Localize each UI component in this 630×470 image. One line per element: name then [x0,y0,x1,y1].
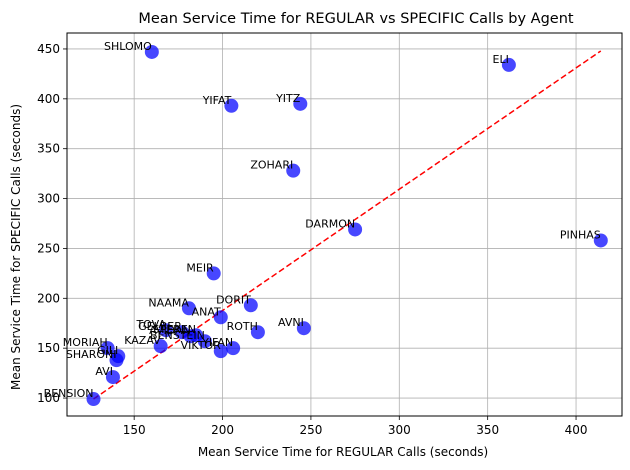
point-label: ELI [493,53,509,66]
y-tick-label: 250 [37,241,60,255]
x-tick-label: 300 [388,423,411,437]
data-point [501,57,516,72]
data-point [593,233,608,248]
data-point [144,44,159,59]
x-tick-label: 250 [299,423,322,437]
data-point [183,329,198,344]
data-point [296,321,311,336]
data-point [100,341,115,356]
x-tick-label: 200 [211,423,234,437]
point-label: GILI [97,344,118,357]
y-tick-label: 450 [37,42,60,56]
point-label: TOVA [135,318,166,331]
point-label: ROTH [227,320,258,333]
data-point [158,323,173,338]
reference-line [93,50,602,400]
x-axis-ticks: 150 200 250 300 350 400 [123,416,588,437]
point-label: YITZ [275,92,301,105]
point-label: AVNI [278,316,304,329]
y-tick-label: 150 [37,341,60,355]
data-point [213,310,228,325]
point-label: SHLOMO [104,40,152,53]
reference-line-group [93,50,602,400]
point-label: AVIDAN [149,324,191,337]
data-point [181,301,196,316]
grid-lines [67,33,622,416]
point-label: PINHAS [560,228,601,241]
data-point [105,370,120,385]
y-tick-label: 100 [37,391,60,405]
data-point [197,334,212,349]
data-point [224,98,239,113]
point-labels: SHLOMO ELI YIFAT YITZ ZOHARI DARMON PINHAS MEIR… [44,40,601,400]
y-tick-label: 350 [37,142,60,156]
chart-title: Mean Service Time for REGULAR vs SPECIFI… [138,11,574,27]
data-point [213,344,228,359]
point-label: BENSTEIN [150,329,205,342]
y-tick-label: 300 [37,192,60,206]
data-point [243,298,258,313]
data-point [250,325,265,340]
point-label: DORIT [216,293,251,306]
data-point [153,339,168,354]
point-label: STEREN [153,323,196,336]
data-point [109,353,124,368]
point-label: ZOHARI [250,159,293,172]
data-point [348,222,363,237]
point-label: VIKTOR [181,339,222,352]
data-point [293,96,308,111]
data-points [86,44,608,407]
plot-frame [66,32,623,417]
point-label: YIFAT [202,94,232,107]
point-label: MORIAH [63,336,108,349]
point-label: SHARONI [66,348,117,361]
x-tick-label: 400 [565,423,588,437]
point-label: KAZAV [124,334,161,347]
x-axis-label: Mean Service Time for REGULAR Calls (sec… [198,445,488,459]
data-point [206,266,221,281]
y-tick-label: 200 [37,291,60,305]
point-label: AVI [95,365,113,378]
point-label: BENSION [44,387,94,400]
point-label: ANAT [192,305,221,318]
point-label: YIFAN [201,336,233,349]
data-point [86,392,101,407]
x-tick-label: 150 [123,423,146,437]
point-label: MEIR [186,261,214,274]
y-axis-label: Mean Service Time for SPECIFIC Calls (se… [9,104,23,390]
point-label: NAAMA [148,296,189,309]
data-point [286,163,301,178]
x-tick-label: 350 [476,423,499,437]
point-label: GELBER [138,320,182,333]
y-axis-ticks: 100 150 200 250 300 350 400 450 [37,42,67,405]
point-label: DARMON [305,217,355,230]
y-tick-label: 400 [37,92,60,106]
data-point [226,341,241,356]
